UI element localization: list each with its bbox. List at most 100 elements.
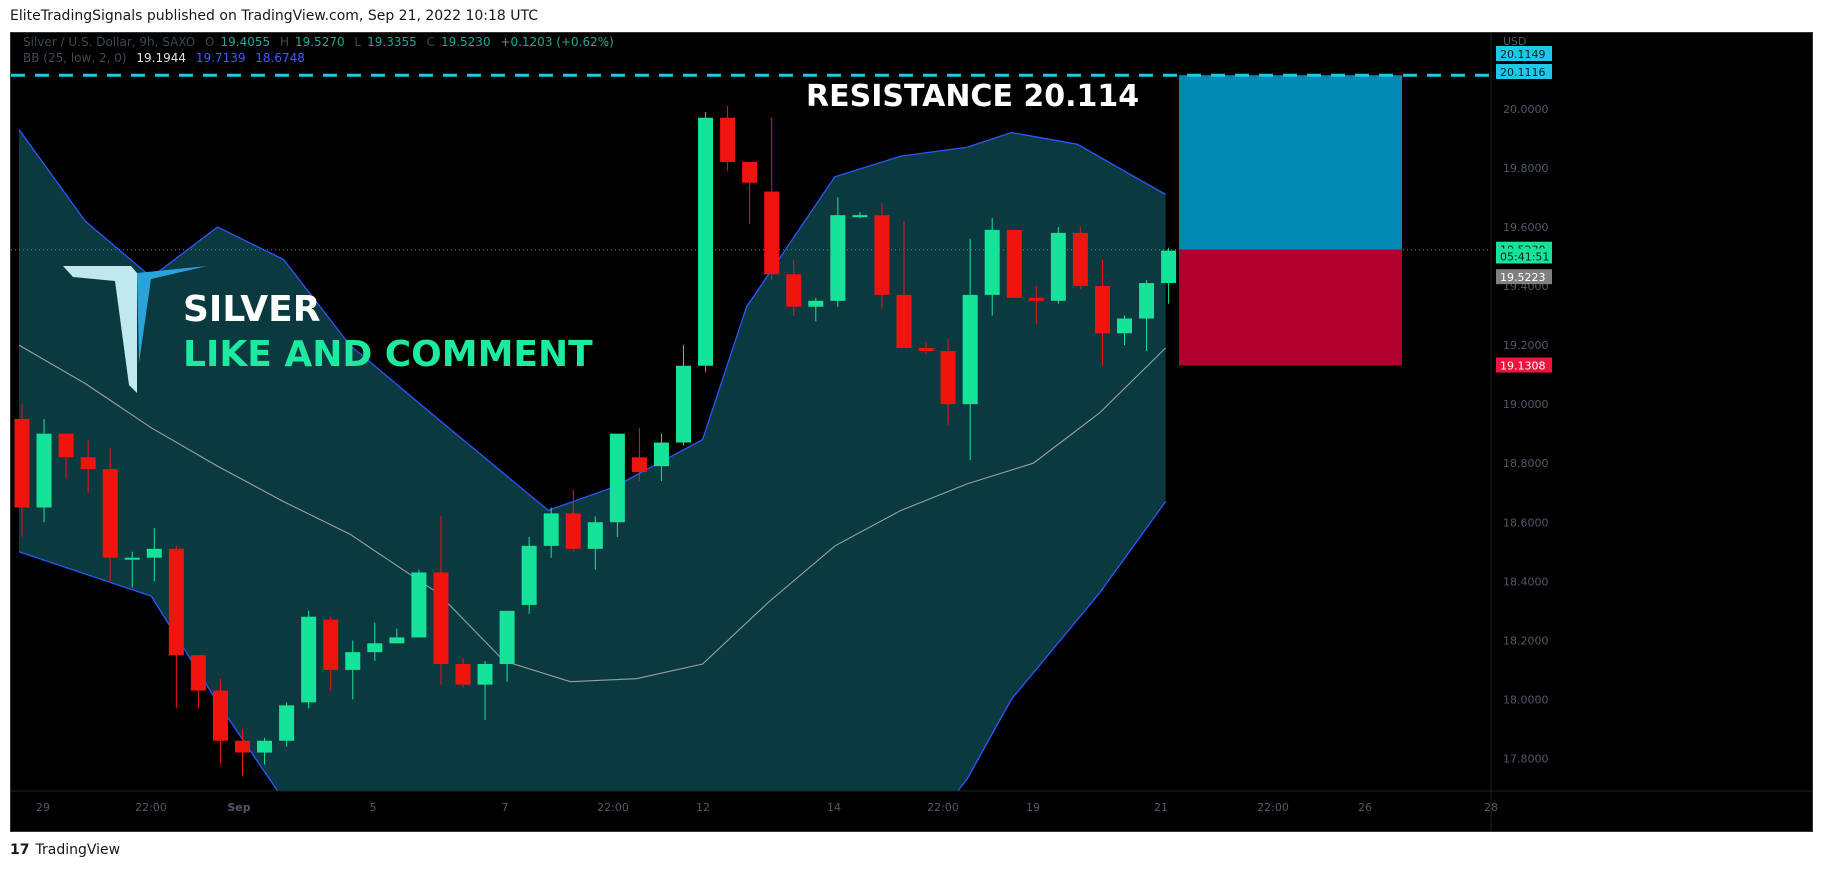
low-label: L	[354, 35, 362, 49]
candle-body	[874, 215, 890, 295]
candle-body	[962, 294, 978, 405]
high-label: H	[279, 35, 289, 49]
candle-body	[808, 300, 824, 307]
candle-body	[852, 215, 868, 218]
candle-body	[543, 513, 559, 546]
x-tick-label: 22:00	[135, 801, 167, 814]
footer-brand: TradingView	[35, 842, 121, 858]
y-tick-label: 20.0000	[1503, 103, 1549, 116]
candle-body	[477, 663, 493, 685]
tradingview-logo-icon: 17	[10, 842, 30, 858]
candle-body	[1072, 232, 1088, 287]
price-tag-label: 05:41:51	[1500, 251, 1549, 264]
candle-body	[190, 655, 206, 691]
candle-body	[433, 572, 449, 664]
bb-upper-value: 19.7139	[195, 51, 246, 65]
high-value: 19.5270	[294, 35, 345, 49]
candle-body	[102, 469, 118, 558]
x-tick-label: 26	[1358, 801, 1372, 814]
candle-body	[698, 117, 714, 366]
bb-lower-value: 18.6748	[255, 51, 305, 65]
candle-body	[565, 513, 581, 549]
x-tick-label: 21	[1154, 801, 1168, 814]
candle-body	[521, 545, 537, 605]
bb-label: BB (25, low, 2, 0)	[23, 51, 127, 65]
close-value: 19.5230	[440, 35, 491, 49]
symbol-legend: Silver / U.S. Dollar, 9h, SAXO O 19.4055 …	[23, 35, 620, 49]
candle-body	[1094, 286, 1110, 334]
candle-body	[653, 442, 669, 467]
candle-body	[80, 457, 96, 470]
resistance-annotation: RESISTANCE 20.114	[806, 79, 1139, 114]
y-tick-label: 18.0000	[1503, 693, 1549, 706]
y-tick-label: 19.6000	[1503, 221, 1549, 234]
stop-zone	[1179, 249, 1402, 366]
x-tick-label: 28	[1484, 801, 1498, 814]
candle-body	[168, 548, 184, 656]
candle-body	[587, 522, 603, 549]
candle-body	[940, 350, 956, 405]
candle-body	[1006, 229, 1022, 298]
currency-label: USD	[1503, 35, 1527, 48]
y-tick-label: 18.2000	[1503, 634, 1549, 647]
candle-body	[742, 162, 758, 183]
price-tag-label: 20.1149	[1500, 48, 1546, 61]
publisher-bar: EliteTradingSignals published on Trading…	[0, 0, 1823, 32]
symbol-line: Silver / U.S. Dollar, 9h, SAXO	[23, 35, 196, 49]
bollinger-basis-line	[18, 344, 1166, 683]
candle-body	[389, 637, 405, 644]
price-tag	[1496, 248, 1552, 264]
candle-body	[212, 690, 228, 741]
bb-basis-value: 19.1944	[136, 51, 187, 65]
candle-body	[631, 457, 647, 473]
brand-logo-blue-icon	[137, 266, 207, 363]
x-tick-label: 22:00	[597, 801, 629, 814]
candle-body	[1050, 232, 1066, 301]
brand-logo-light-icon	[63, 266, 137, 393]
candle-body	[323, 619, 339, 670]
candle-body	[257, 740, 273, 753]
y-tick-label: 19.2000	[1503, 339, 1549, 352]
x-tick-label: 7	[502, 801, 509, 814]
candle-body	[367, 643, 383, 653]
x-tick-label: 22:00	[927, 801, 959, 814]
candle-body	[146, 548, 162, 558]
footer: 17 TradingView	[10, 842, 120, 868]
candle-body	[14, 418, 30, 508]
candle-body	[1161, 250, 1177, 284]
candle-body	[1139, 283, 1155, 319]
candle-body	[984, 229, 1000, 295]
open-label: O	[205, 35, 215, 49]
candle-body	[676, 365, 691, 443]
candle-body	[411, 572, 427, 638]
x-tick-label: Sep	[227, 801, 250, 814]
like-comment-annotation: LIKE AND COMMENT	[183, 334, 593, 375]
candle-body	[279, 705, 295, 741]
silver-annotation: SILVER	[183, 289, 320, 330]
candle-body	[499, 610, 515, 664]
x-tick-label: 12	[696, 801, 710, 814]
y-tick-label: 19.0000	[1503, 398, 1549, 411]
price-tag	[1496, 64, 1552, 79]
target-zone	[1179, 75, 1402, 250]
bollinger-lower-line	[18, 501, 1167, 791]
candle-body	[918, 348, 934, 351]
close-label: C	[426, 35, 435, 49]
price-tag	[1496, 269, 1552, 285]
y-tick-label: 19.8000	[1503, 162, 1549, 175]
candle-body	[345, 652, 361, 670]
candle-body	[58, 433, 74, 458]
candle-body	[1117, 318, 1132, 334]
chart-area[interactable]: RESISTANCE 20.114 SILVER LIKE AND COMMENT 2…	[10, 32, 1813, 832]
open-value: 19.4055	[220, 35, 271, 49]
y-tick-label: 17.8000	[1503, 752, 1549, 765]
low-value: 19.3355	[367, 35, 417, 49]
candle-body	[235, 740, 250, 753]
change-value: +0.1203 (+0.62%)	[500, 35, 614, 49]
candle-body	[455, 663, 471, 685]
x-tick-label: 19	[1026, 801, 1040, 814]
y-tick-label: 18.6000	[1503, 516, 1549, 529]
candle-body	[1028, 297, 1044, 301]
bb-legend: BB (25, low, 2, 0) 19.1944 19.7139 18.67…	[23, 51, 311, 65]
